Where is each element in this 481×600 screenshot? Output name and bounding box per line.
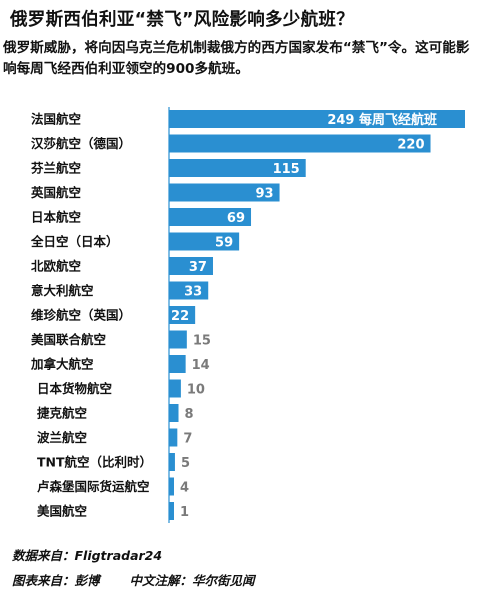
value-label: 249 每周飞经航班 xyxy=(327,112,437,128)
bar xyxy=(169,428,178,447)
category-label: 全日空（日本） xyxy=(30,234,119,249)
bar xyxy=(169,502,174,520)
bar xyxy=(169,232,240,251)
bar xyxy=(169,306,196,324)
annotation-credit: 中文注解：华尔街见闻 xyxy=(129,573,255,588)
bar xyxy=(169,183,280,202)
category-label: 日本航空 xyxy=(31,210,81,225)
category-label: 意大利航空 xyxy=(31,283,94,298)
category-label: TNT航空（比利时） xyxy=(37,455,152,470)
bar xyxy=(169,453,175,471)
category-label: 英国航空 xyxy=(31,185,81,200)
value-label: 22 xyxy=(171,309,189,324)
bar xyxy=(169,404,179,422)
value-label: 33 xyxy=(184,285,202,300)
bar xyxy=(169,330,187,349)
category-label: 汉莎航空（德国） xyxy=(31,136,131,151)
value-label: 15 xyxy=(193,334,211,349)
category-label: 维珍航空（英国） xyxy=(31,308,131,323)
value-label: 1 xyxy=(180,505,189,520)
bar xyxy=(169,355,186,373)
bar xyxy=(169,110,465,128)
category-label: 北欧航空 xyxy=(31,259,81,274)
category-label: 法国航空 xyxy=(31,112,81,127)
value-label: 93 xyxy=(255,187,273,202)
bar xyxy=(169,281,209,300)
value-label: 220 xyxy=(397,138,424,153)
category-label: 加拿大航空 xyxy=(30,357,94,372)
value-label: 8 xyxy=(185,407,194,422)
bar xyxy=(169,134,431,153)
category-label: 日本货物航空 xyxy=(37,381,112,396)
data-source: 数据来自：Fligtradar24 xyxy=(12,548,163,563)
credits-line: 图表来自：彭博 中文注解：华尔街见闻 xyxy=(12,570,255,589)
bar xyxy=(169,159,306,177)
chart-credit: 图表来自：彭博 xyxy=(12,573,100,588)
category-label: 美国航空 xyxy=(37,504,87,519)
bar xyxy=(169,379,181,398)
category-label: 波兰航空 xyxy=(37,430,87,445)
value-label: 10 xyxy=(187,383,205,398)
value-label: 115 xyxy=(273,162,300,177)
value-label: 7 xyxy=(183,432,192,447)
bar xyxy=(169,477,174,496)
value-label: 37 xyxy=(189,260,207,275)
value-label: 4 xyxy=(180,481,189,496)
chart-title: 俄罗斯西伯利亚“禁飞”风险影响多少航班？ xyxy=(10,10,355,30)
chart-subtitle: 俄罗斯威胁，将向因乌克兰危机制裁俄方的西方国家发布“禁飞”令。这可能影响每周飞经… xyxy=(3,40,470,77)
category-label: 美国联合航空 xyxy=(31,332,106,347)
category-label: 芬兰航空 xyxy=(30,161,81,176)
value-label: 59 xyxy=(215,236,233,251)
value-label: 69 xyxy=(227,211,245,226)
category-label: 卢森堡国际货运航空 xyxy=(37,479,150,494)
bar xyxy=(169,208,252,226)
bar xyxy=(169,257,213,275)
value-label: 14 xyxy=(192,358,210,373)
value-label: 5 xyxy=(181,456,190,471)
category-label: 捷克航空 xyxy=(37,406,87,421)
